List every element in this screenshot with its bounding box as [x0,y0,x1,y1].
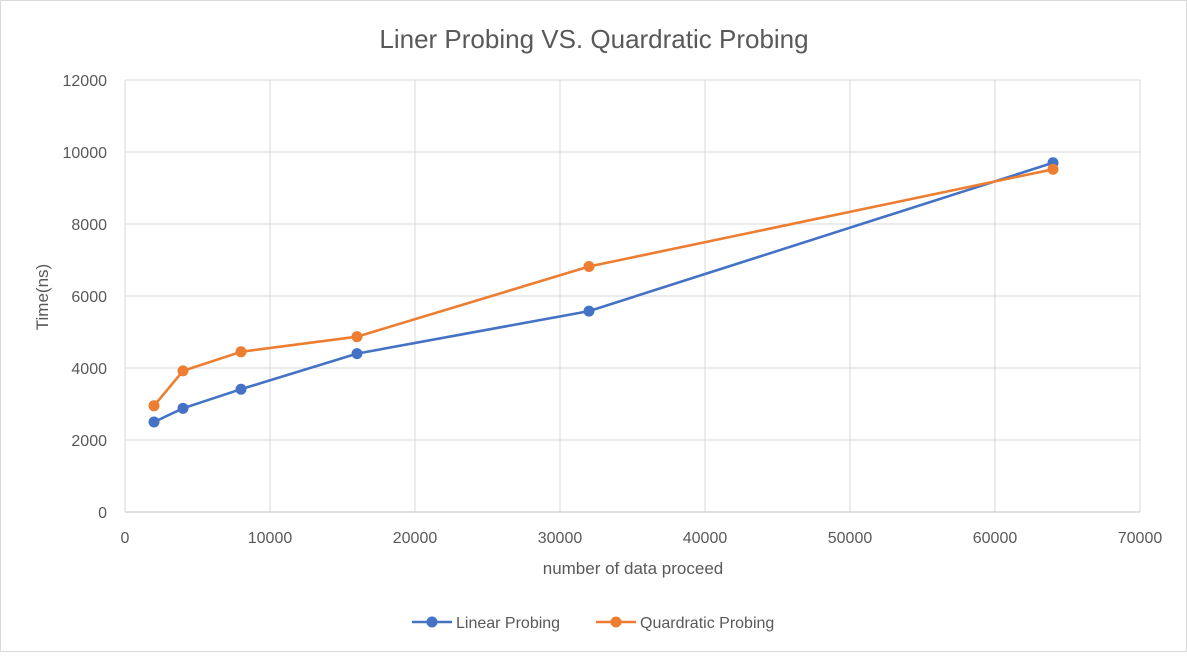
y-tick-label: 0 [98,505,107,522]
data-point [1048,164,1059,175]
x-tick-label: 10000 [248,530,293,547]
y-tick-label: 6000 [71,289,107,306]
x-tick-label: 60000 [973,530,1018,547]
series-group [149,164,1059,412]
data-point [236,384,247,395]
legend-marker [427,617,438,628]
legend-marker [611,617,622,628]
y-axis-label: Time(ns) [33,264,52,330]
data-point [178,365,189,376]
data-point [352,348,363,359]
x-tick-label: 50000 [828,530,873,547]
x-tick-label: 20000 [393,530,438,547]
y-tick-label: 12000 [63,73,108,90]
data-point [178,403,189,414]
data-point [149,417,160,428]
data-point [584,261,595,272]
series-layer [149,157,1059,427]
x-tick-label: 0 [121,530,130,547]
legend-label: Linear Probing [456,615,560,632]
x-tick-label: 70000 [1118,530,1163,547]
chart-title: Liner Probing VS. Quardratic Probing [379,24,808,54]
y-tick-label: 2000 [71,433,107,450]
legend: Linear Probing Quardratic Probing [412,615,774,632]
axes: 0 2000 4000 6000 8000 10000 12000 0 10000 20000 30… [63,73,1163,547]
data-point [352,331,363,342]
y-tick-label: 4000 [71,361,107,378]
data-point [584,306,595,317]
data-point [149,400,160,411]
x-tick-label: 40000 [683,530,728,547]
legend-label: Quardratic Probing [640,615,774,632]
x-tick-label: 30000 [538,530,583,547]
series-line [154,163,1053,422]
x-axis-label: number of data proceed [543,559,724,578]
y-tick-label: 8000 [71,217,107,234]
data-point [236,346,247,357]
y-tick-label: 10000 [63,145,108,162]
